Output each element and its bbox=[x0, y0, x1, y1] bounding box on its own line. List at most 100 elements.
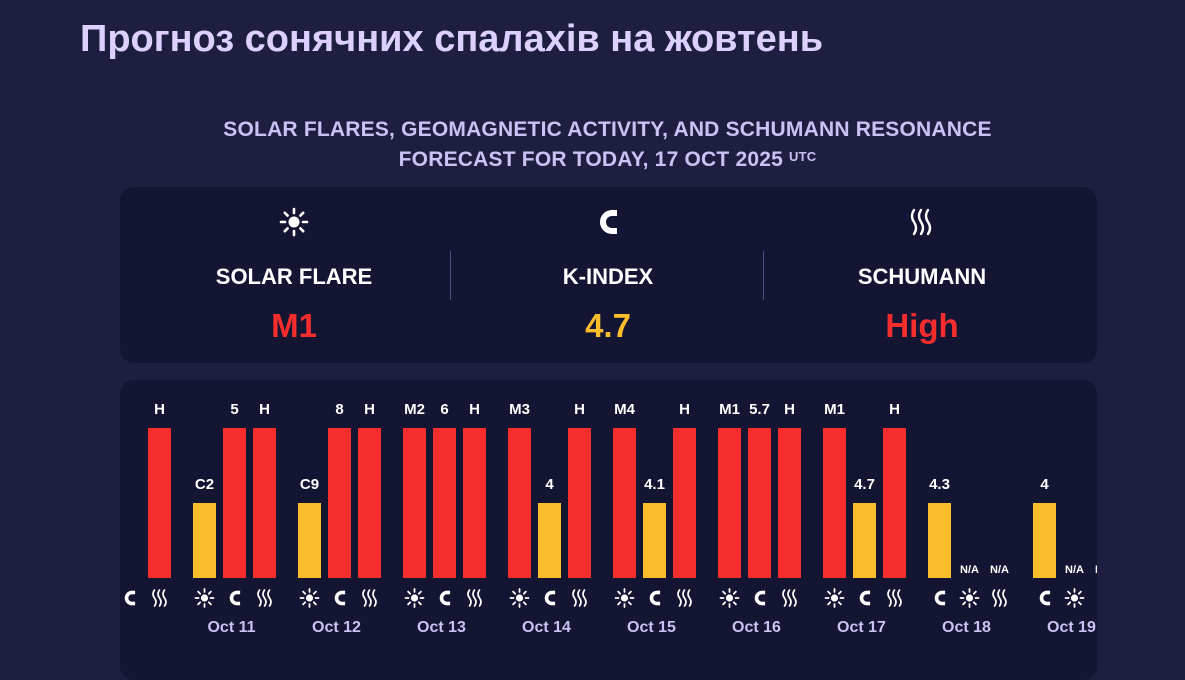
sun-icon bbox=[299, 588, 320, 608]
bar-value-label: H bbox=[469, 401, 480, 418]
magnet-icon bbox=[124, 590, 136, 606]
k-index-label: K-INDEX bbox=[562, 264, 654, 289]
magnet-icon bbox=[754, 590, 766, 606]
bar-solar bbox=[718, 428, 741, 578]
solar-flare-value: M1 bbox=[271, 307, 317, 344]
forecast-chart: H C2 5 H Oct 11 C9 8 H Oct 12 M2 6 H Oct 13 M3 4 H Oct 1… bbox=[120, 380, 1097, 680]
waves-icon bbox=[887, 589, 902, 607]
magnet-icon bbox=[439, 590, 451, 606]
bar-value-label: C9 bbox=[300, 476, 319, 493]
bar-schumann bbox=[568, 428, 591, 578]
bar-value-label: 4 bbox=[545, 476, 554, 493]
subtitle-line-1: SOLAR FLARES, GEOMAGNETIC ACTIVITY, AND … bbox=[223, 118, 992, 141]
date-label: Oct 13 bbox=[417, 619, 466, 636]
bar-kindex bbox=[928, 503, 951, 578]
magnet-icon bbox=[334, 590, 346, 606]
magnet-icon bbox=[1039, 590, 1051, 606]
bar-value-label: M2 bbox=[404, 401, 425, 418]
bar-value-label: 6 bbox=[440, 401, 448, 418]
waves-icon bbox=[992, 589, 1007, 607]
bar-value-label: H bbox=[889, 401, 900, 418]
date-label: Oct 14 bbox=[522, 619, 571, 636]
bar-kindex bbox=[643, 503, 666, 578]
bar-value-label: C2 bbox=[195, 476, 214, 493]
bar-kindex bbox=[748, 428, 771, 578]
bar-solar bbox=[613, 428, 636, 578]
date-label: Oct 12 bbox=[312, 619, 361, 636]
bar-schumann bbox=[883, 428, 906, 578]
utc-label: UTC bbox=[789, 149, 817, 164]
bar-value-label: N/A bbox=[1095, 564, 1097, 576]
magnet-icon bbox=[448, 207, 768, 237]
sun-icon bbox=[614, 588, 635, 608]
schumann-label: SCHUMANN bbox=[857, 264, 987, 289]
bar-kindex bbox=[223, 428, 246, 578]
date-label: Oct 18 bbox=[942, 619, 991, 636]
bar-schumann bbox=[463, 428, 486, 578]
sun-icon bbox=[1064, 588, 1085, 608]
bar-value-label: 4.3 bbox=[929, 476, 950, 493]
divider bbox=[763, 251, 764, 300]
bar-schumann bbox=[673, 428, 696, 578]
waves-icon bbox=[782, 589, 797, 607]
bar-solar bbox=[403, 428, 426, 578]
solar-flare-summary: SOLAR FLARE M1 bbox=[134, 187, 454, 363]
bar-value-label: N/A bbox=[960, 564, 979, 576]
bar-value-label: M1 bbox=[824, 401, 845, 418]
bar-value-label: N/A bbox=[990, 564, 1009, 576]
bar-solar bbox=[193, 503, 216, 578]
bar-value-label: N/A bbox=[1065, 564, 1084, 576]
k-index-value: 4.7 bbox=[585, 307, 631, 344]
bar-kindex bbox=[1033, 503, 1056, 578]
waves-icon bbox=[152, 589, 167, 607]
solar-flare-label: SOLAR FLARE bbox=[215, 264, 373, 289]
waves-icon bbox=[572, 589, 587, 607]
bar-value-label: 5.7 bbox=[749, 401, 770, 418]
bar-kindex bbox=[328, 428, 351, 578]
page-title: Прогноз сонячних спалахів на жовтень bbox=[80, 18, 824, 60]
bar-value-label: H bbox=[784, 401, 795, 418]
bar-value-label: M1 bbox=[719, 401, 740, 418]
date-label: Oct 15 bbox=[627, 619, 676, 636]
bar-solar bbox=[508, 428, 531, 578]
date-label: Oct 17 bbox=[837, 619, 886, 636]
bar-value-label: H bbox=[574, 401, 585, 418]
k-index-summary: K-INDEX 4.7 bbox=[448, 187, 768, 363]
waves-icon bbox=[257, 589, 272, 607]
bar-solar bbox=[823, 428, 846, 578]
bar-kindex bbox=[853, 503, 876, 578]
date-label: Oct 19 bbox=[1047, 619, 1096, 636]
sun-icon bbox=[134, 207, 454, 237]
waves-icon bbox=[362, 589, 377, 607]
bar-schumann bbox=[253, 428, 276, 578]
today-summary-card: SOLAR FLARE M1 K-INDEX 4.7 SCHUMANN bbox=[120, 187, 1097, 363]
forecast-bar-chart: H C2 5 H Oct 11 C9 8 H Oct 12 M2 6 H Oct 13 M3 4 H Oct 1… bbox=[124, 401, 1097, 636]
bar-value-label: H bbox=[154, 401, 165, 418]
subtitle-line-2: FORECAST FOR TODAY, 17 OCT 2025 bbox=[398, 148, 783, 171]
sun-icon bbox=[194, 588, 215, 608]
bar-value-label: H bbox=[259, 401, 270, 418]
bar-value-label: 4.7 bbox=[854, 476, 875, 493]
sun-icon bbox=[719, 588, 740, 608]
schumann-summary: SCHUMANN High bbox=[762, 187, 1082, 363]
bar-value-label: 4.1 bbox=[644, 476, 665, 493]
bar-value-label: M3 bbox=[509, 401, 530, 418]
sun-icon bbox=[404, 588, 425, 608]
date-label: Oct 16 bbox=[732, 619, 781, 636]
bar-kindex bbox=[538, 503, 561, 578]
magnet-icon bbox=[649, 590, 661, 606]
date-label: Oct 11 bbox=[207, 619, 255, 636]
magnet-icon bbox=[859, 590, 871, 606]
bar-value-label: H bbox=[364, 401, 375, 418]
schumann-value: High bbox=[885, 307, 959, 344]
sun-icon bbox=[824, 588, 845, 608]
magnet-icon bbox=[229, 590, 241, 606]
bar-value-label: 5 bbox=[230, 401, 238, 418]
waves-icon bbox=[677, 589, 692, 607]
forecast-subtitle: SOLAR FLARES, GEOMAGNETIC ACTIVITY, AND … bbox=[120, 115, 1095, 175]
bar-value-label: H bbox=[679, 401, 690, 418]
bar-value-label: M4 bbox=[614, 401, 635, 418]
bar-schumann bbox=[358, 428, 381, 578]
bar-value-label: 8 bbox=[335, 401, 343, 418]
sun-icon bbox=[509, 588, 530, 608]
